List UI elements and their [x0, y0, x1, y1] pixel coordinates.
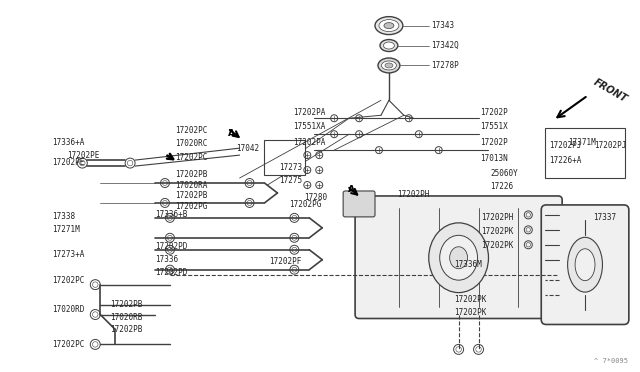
Text: 17551XA: 17551XA — [293, 122, 326, 131]
Text: 17337: 17337 — [593, 214, 616, 222]
Text: 17342Q: 17342Q — [431, 41, 458, 50]
Text: 17202P: 17202P — [481, 108, 508, 117]
Text: 17202PD: 17202PD — [155, 268, 188, 277]
Text: 17202PC: 17202PC — [175, 126, 207, 135]
Text: 17202PK: 17202PK — [454, 295, 486, 304]
Text: 17202PK: 17202PK — [454, 308, 486, 317]
Text: 17336+A: 17336+A — [52, 138, 85, 147]
Text: 17202PC: 17202PC — [52, 276, 85, 285]
Text: 17551X: 17551X — [481, 122, 508, 131]
Ellipse shape — [381, 61, 396, 70]
Text: 17202PB: 17202PB — [175, 192, 207, 201]
Ellipse shape — [568, 237, 602, 292]
Text: 17020RB: 17020RB — [110, 313, 143, 322]
Text: ^ 7*0095: ^ 7*0095 — [594, 358, 628, 364]
Text: 17202P: 17202P — [481, 138, 508, 147]
Ellipse shape — [429, 223, 488, 293]
FancyBboxPatch shape — [545, 128, 625, 178]
Ellipse shape — [450, 247, 468, 269]
Ellipse shape — [380, 39, 398, 51]
Text: 17202PB: 17202PB — [175, 170, 207, 179]
Text: 17280: 17280 — [304, 193, 328, 202]
Text: 17336+B: 17336+B — [155, 211, 188, 219]
Text: 17202PD: 17202PD — [155, 242, 188, 251]
Ellipse shape — [383, 42, 394, 49]
Text: 17202PF: 17202PF — [269, 257, 302, 266]
FancyBboxPatch shape — [264, 140, 305, 175]
Ellipse shape — [384, 23, 394, 29]
Ellipse shape — [378, 58, 400, 73]
FancyBboxPatch shape — [343, 191, 375, 217]
Text: 17202PJ: 17202PJ — [549, 141, 582, 150]
Ellipse shape — [440, 235, 477, 280]
Text: FRONT: FRONT — [592, 77, 629, 104]
Text: 17020RC: 17020RC — [175, 139, 207, 148]
Text: 17202PG: 17202PG — [289, 201, 322, 209]
Text: A: A — [228, 129, 235, 138]
Text: 17371M: 17371M — [568, 138, 596, 147]
Text: 17202PA: 17202PA — [293, 138, 326, 147]
Text: 17020RA: 17020RA — [175, 180, 207, 189]
Text: 17336: 17336 — [155, 255, 178, 264]
Text: 25060Y: 25060Y — [490, 169, 518, 177]
Text: 17202PE: 17202PE — [67, 151, 100, 160]
Text: 17338: 17338 — [52, 212, 76, 221]
Text: 17273+A: 17273+A — [52, 250, 85, 259]
Text: 17013N: 17013N — [481, 154, 508, 163]
Text: 17273: 17273 — [280, 163, 303, 171]
Text: 17202PC: 17202PC — [52, 340, 85, 349]
Text: 17343: 17343 — [431, 21, 454, 30]
Text: 17202PC: 17202PC — [175, 153, 207, 161]
Text: 17202PH: 17202PH — [397, 190, 429, 199]
FancyBboxPatch shape — [355, 196, 562, 318]
Text: 17202PA: 17202PA — [293, 108, 326, 117]
Text: 17202PE: 17202PE — [52, 158, 85, 167]
Ellipse shape — [385, 63, 393, 68]
Ellipse shape — [575, 249, 595, 280]
Text: 17042: 17042 — [237, 144, 260, 153]
Text: 17202PJ: 17202PJ — [594, 141, 627, 150]
Text: 17202PB: 17202PB — [110, 325, 143, 334]
Text: 17226: 17226 — [490, 183, 513, 192]
FancyBboxPatch shape — [541, 205, 629, 324]
Text: A: A — [348, 186, 355, 195]
Text: 17271M: 17271M — [52, 225, 80, 234]
Text: 17020RD: 17020RD — [52, 305, 85, 314]
Text: 17336M: 17336M — [454, 260, 481, 269]
Text: 17202PH: 17202PH — [481, 214, 514, 222]
Text: 17202PB: 17202PB — [110, 300, 143, 309]
Text: 17202PK: 17202PK — [481, 227, 514, 236]
Text: 17278P: 17278P — [431, 61, 458, 70]
Text: 17202PG: 17202PG — [175, 202, 207, 211]
Text: 17202PK: 17202PK — [481, 241, 514, 250]
Text: 17226+A: 17226+A — [549, 155, 582, 164]
Ellipse shape — [375, 17, 403, 35]
Text: 17275: 17275 — [280, 176, 303, 185]
Ellipse shape — [379, 20, 399, 32]
